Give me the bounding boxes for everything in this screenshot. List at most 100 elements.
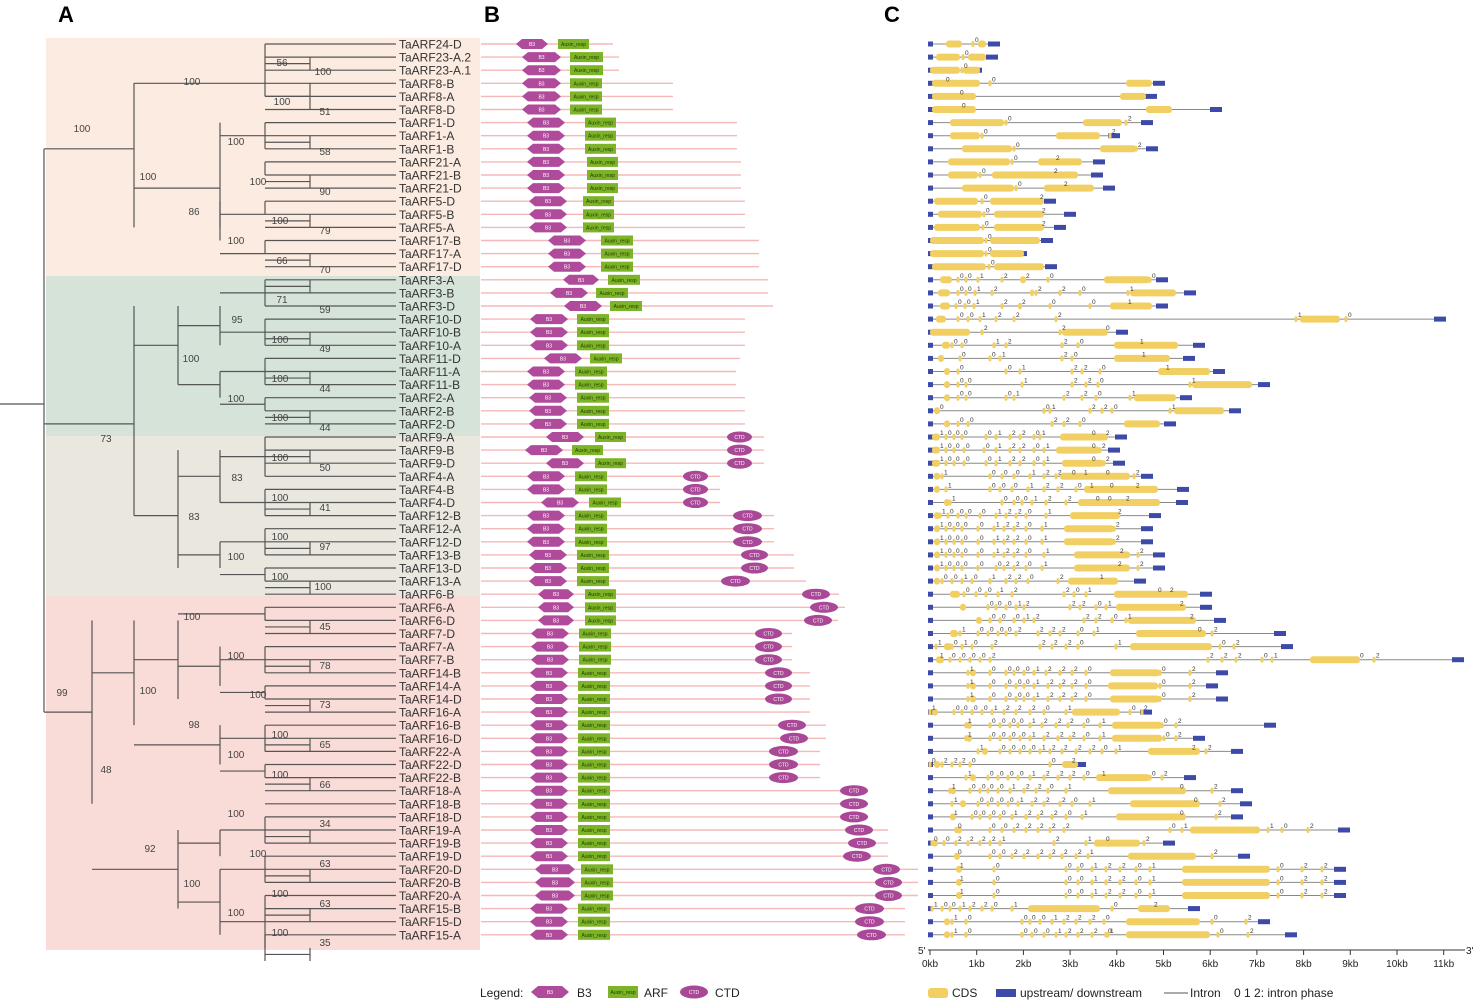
intron-phase: 0 — [960, 312, 964, 319]
ctd-domain-label: CTD — [742, 514, 753, 520]
intron-phase: 2 — [1026, 600, 1030, 607]
downstream-utr — [1140, 709, 1152, 715]
intron-phase: 1 — [1032, 718, 1036, 725]
cds-exon-small — [1042, 447, 1046, 454]
panel-label-c: C — [884, 2, 900, 27]
cds-exon-small — [936, 447, 940, 454]
intron-phase: 2 — [1004, 299, 1008, 306]
ctd-domain — [769, 745, 798, 757]
intron-phase: 0 — [982, 784, 986, 791]
intron-phase: 0 — [1088, 666, 1092, 673]
cds-exon-small — [1020, 499, 1024, 506]
protein-row: B3 Auxin_resp CTD — [481, 824, 888, 836]
bootstrap-value: 90 — [319, 187, 331, 198]
ctd-domain — [765, 667, 792, 679]
cds-exon-small — [982, 447, 986, 454]
bootstrap-value: 100 — [184, 612, 201, 623]
gene-name: TaARF3-D — [399, 300, 455, 314]
downstream-utr — [1064, 211, 1076, 217]
gene-name: TaARF21-D — [399, 182, 462, 196]
cds-exon — [1158, 368, 1210, 375]
intron-phase: 0 — [960, 273, 964, 280]
intron-phase: 1 — [952, 496, 956, 503]
b3-domain-label: B3 — [546, 697, 552, 703]
intron-phase: 1 — [970, 679, 974, 686]
intron-phase: 2 — [992, 836, 996, 843]
gene-structure-row: 0 — [928, 260, 1057, 271]
cds-exon-small — [992, 342, 996, 349]
cds-exon-small — [1154, 591, 1158, 598]
cds-exon-small — [944, 486, 948, 493]
cds-exon-small — [956, 381, 960, 388]
clade-background-4 — [46, 596, 480, 950]
gene-name: TaARF19-B — [399, 837, 461, 851]
intron-phase: 0 — [1086, 718, 1090, 725]
bootstrap-value: 83 — [188, 512, 200, 523]
upstream-utr — [928, 395, 933, 401]
b3-domain-label: B3 — [566, 291, 572, 297]
intron-phase: 0 — [1012, 744, 1016, 751]
cds-exon-small — [936, 525, 940, 532]
arf-domain — [585, 589, 616, 600]
ctd-domain-label: CTD — [778, 763, 789, 769]
intron-phase: 2 — [1310, 823, 1314, 830]
cds-exon-small — [1020, 918, 1024, 925]
arf-domain-label: Auxin_resp — [584, 894, 609, 900]
cds-exon-small — [1080, 368, 1084, 375]
axis-tick-label: 11kb — [1433, 959, 1454, 970]
b3-domain-label: B3 — [553, 605, 559, 611]
b3-domain — [538, 615, 574, 626]
cds-exon-small — [1038, 211, 1042, 218]
b3-domain-label: B3 — [547, 632, 553, 638]
upstream-utr — [928, 133, 933, 139]
intron-phase: 0 — [952, 653, 956, 660]
cds-exon-small — [1356, 656, 1360, 663]
intron-phase: 2 — [1018, 574, 1022, 581]
upstream-utr — [928, 919, 933, 925]
cds-exon — [1126, 918, 1200, 926]
arf-domain — [578, 733, 610, 744]
cds-exon-small — [986, 604, 990, 611]
intron-phase: 0 — [1106, 915, 1110, 922]
intron-phase: 0 — [962, 653, 966, 660]
intron-phase: 1 — [998, 443, 1002, 450]
intron-phase: 1 — [1192, 378, 1196, 385]
cds-exon — [1064, 525, 1114, 533]
cds-exon — [938, 210, 982, 218]
intron-phase: 2 — [1050, 692, 1054, 699]
b3-domain — [527, 536, 565, 547]
cds-exon-small — [1004, 630, 1008, 637]
cds-exon-small — [1028, 709, 1032, 716]
protein-row: B3 Auxin_resp CTD — [481, 929, 905, 941]
cds-exon-small — [1032, 447, 1036, 454]
intron-phase: 0 — [1220, 928, 1224, 935]
cds-exon-small — [950, 578, 954, 585]
cds-exon-small — [1092, 630, 1096, 637]
intron-phase: 0 — [1026, 679, 1030, 686]
cds-exon-small — [1234, 656, 1238, 663]
intron-phase: 0 — [1088, 679, 1092, 686]
intron-phase: 1 — [994, 705, 998, 712]
intron-phase: 1 — [1108, 600, 1112, 607]
arf-domain-label: Auxin_resp — [581, 684, 606, 690]
cds-exon-small — [1100, 407, 1104, 414]
ctd-domain-label: CTD — [883, 894, 894, 900]
b3-domain — [535, 877, 575, 888]
intron-phase: 0 — [1026, 666, 1030, 673]
arf-domain — [575, 379, 607, 390]
intron-phase: 2 — [1046, 771, 1050, 778]
cds-exon-small — [1050, 172, 1054, 178]
intron-phase: 1 — [1014, 902, 1018, 909]
upstream-utr — [928, 473, 933, 479]
cds-exon-small — [1042, 407, 1046, 414]
intron-phase: 2 — [1062, 679, 1066, 686]
intron-phase: 1 — [960, 875, 964, 882]
intron-phase: 2 — [962, 758, 966, 765]
upstream-utr — [928, 526, 933, 532]
intron-phase: 2 — [1106, 456, 1110, 463]
